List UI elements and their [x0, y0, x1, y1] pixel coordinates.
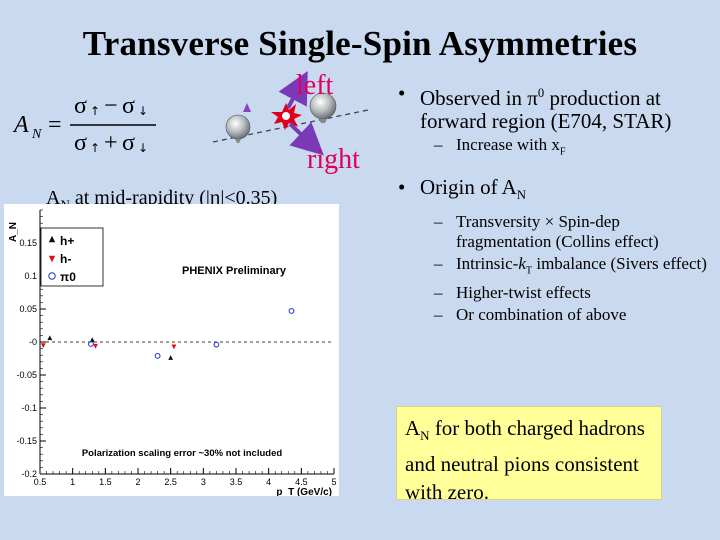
y-tick-label: -0	[29, 337, 37, 347]
sub-bullet-item: – Higher-twist effects	[396, 283, 714, 303]
slide-title: Transverse Single-Spin Asymmetries	[82, 24, 638, 63]
bullet-marker: •	[398, 175, 406, 200]
bullet-text: Observed in π0 production at forward reg…	[420, 86, 672, 133]
formula-minus: −	[104, 93, 118, 119]
sub-bullet-item: – Intrinsic-kT imbalance (Sivers effect)	[396, 254, 714, 281]
sub-bullet-item: – Transversity × Spin-dep fragmentation (…	[396, 212, 714, 252]
data-point-open-circle	[288, 308, 295, 314]
y-tick-label: -0.15	[16, 436, 37, 446]
an-vs-pt-chart: -0.2 -0.15 -0.1 -0.05 -0 0.05 0.1 0.15 0.5 1 1.5 2 2…	[4, 204, 339, 498]
x-tick-label: 4	[266, 477, 271, 487]
x-tick-label: 3.5	[230, 477, 243, 487]
formula-up-arrow: ↑	[90, 104, 100, 118]
y-tick-label: -0.05	[16, 370, 37, 380]
chart-annotation: Polarization scaling error ~30% not incl…	[82, 448, 283, 459]
bullet-item: • Observed in π0 production at forward re…	[396, 82, 714, 133]
right-label: right	[307, 144, 360, 175]
scattering-svg	[212, 70, 369, 156]
data-point-triangle-up	[47, 335, 53, 341]
formula-num-a: σ	[74, 93, 87, 119]
y-tick-label: 0.05	[19, 304, 37, 314]
data-point-open-circle	[154, 352, 161, 359]
x-tick-label: 3	[201, 477, 206, 487]
left-label: left	[296, 70, 334, 101]
spin-up-arrow-icon	[243, 103, 251, 112]
formula-den-b: σ	[122, 130, 135, 156]
legend-label: π0	[60, 270, 76, 284]
data-point-triangle-down	[93, 343, 98, 349]
y-tick-label: 0.1	[24, 271, 37, 281]
asymmetry-formula: A N = σ ↑ − σ ↓ σ ↑ + σ ↓	[8, 88, 178, 158]
legend-label: h+	[60, 234, 74, 248]
bullet-text: Intrinsic-kT imbalance (Sivers effect)	[456, 253, 707, 276]
note-pre: A	[405, 416, 421, 440]
x-tick-label: 2.5	[164, 477, 177, 487]
an-post: at mid-rapidity (|η|<0.35)	[69, 187, 278, 209]
x-axis-label: p_T (GeV/c)	[276, 487, 332, 496]
formula-num-b: σ	[122, 93, 135, 119]
formula-up-arrow-2: ↑	[90, 141, 100, 155]
bullet-text: Transversity × Spin-dep fragmentation (C…	[456, 211, 659, 251]
y-tick-label: -0.2	[21, 469, 37, 479]
an-pre: A	[46, 187, 61, 209]
legend-marker	[48, 272, 56, 280]
y-axis-label: A_N	[8, 222, 19, 242]
formula-den-a: σ	[74, 130, 87, 156]
scattering-diagram	[208, 70, 378, 190]
formula-down-arrow: ↓	[138, 104, 148, 118]
sub-bullet-item: – Or combination of above	[396, 305, 714, 325]
formula-down-arrow-2: ↓	[138, 141, 148, 155]
legend-marker	[48, 255, 56, 263]
data-point-open-circle	[88, 341, 94, 347]
left-arrow-icon	[278, 70, 308, 109]
right-arrow-icon	[288, 121, 324, 156]
data-point-open-circle	[213, 341, 220, 348]
bullet-list: • Observed in π0 production at forward re…	[396, 82, 714, 325]
bullet-text: Origin of AN	[420, 175, 526, 203]
note-post: for both charged hadrons and neutral pio…	[405, 416, 645, 505]
x-tick-label: 0.5	[34, 477, 47, 487]
data-point-triangle-down	[40, 343, 46, 349]
bullet-text: Increase with xF	[456, 135, 566, 158]
dash-marker: –	[434, 304, 443, 324]
bullet-text: Higher-twist effects	[456, 282, 591, 302]
x-tick-label: 4.5	[295, 477, 308, 487]
formula-lhs: A	[12, 112, 29, 138]
formula-plus: +	[104, 130, 118, 156]
x-tick-label: 2	[135, 477, 140, 487]
legend-label: h-	[60, 252, 71, 266]
dash-marker: –	[434, 253, 443, 273]
sub-bullet-item: – Increase with xF	[396, 135, 714, 162]
chart-title: PHENIX Preliminary	[182, 265, 287, 277]
bullet-marker: •	[398, 81, 406, 105]
data-point-triangle-down	[171, 344, 177, 350]
dash-marker: –	[434, 282, 443, 302]
formula-svg: A N = σ ↑ − σ ↓ σ ↑ + σ ↓	[12, 93, 156, 156]
x-tick-label: 1	[70, 477, 75, 487]
y-tick-label: -0.1	[21, 403, 37, 413]
data-point-triangle-up	[168, 355, 174, 360]
formula-lhs-sub: N	[31, 127, 42, 142]
bullet-item: • Origin of AN	[396, 176, 714, 207]
bullet-text: Or combination of above	[456, 304, 627, 324]
x-tick-label: 5	[331, 477, 336, 487]
y-tick-label: 0.15	[19, 238, 37, 248]
legend-marker	[48, 235, 56, 243]
data-point-triangle-up	[89, 337, 95, 343]
chart-svg: -0.2 -0.15 -0.1 -0.05 -0 0.05 0.1 0.15 0.5 1 1.5 2 2…	[8, 209, 337, 498]
proton-left-icon	[225, 114, 251, 143]
note-sub: N	[420, 428, 430, 444]
x-tick-label: 1.5	[99, 477, 112, 487]
dash-marker: –	[434, 211, 443, 231]
dash-marker: –	[434, 135, 443, 154]
conclusion-box: AN for both charged hadrons and neutral …	[396, 406, 662, 504]
formula-equals: =	[48, 112, 62, 138]
